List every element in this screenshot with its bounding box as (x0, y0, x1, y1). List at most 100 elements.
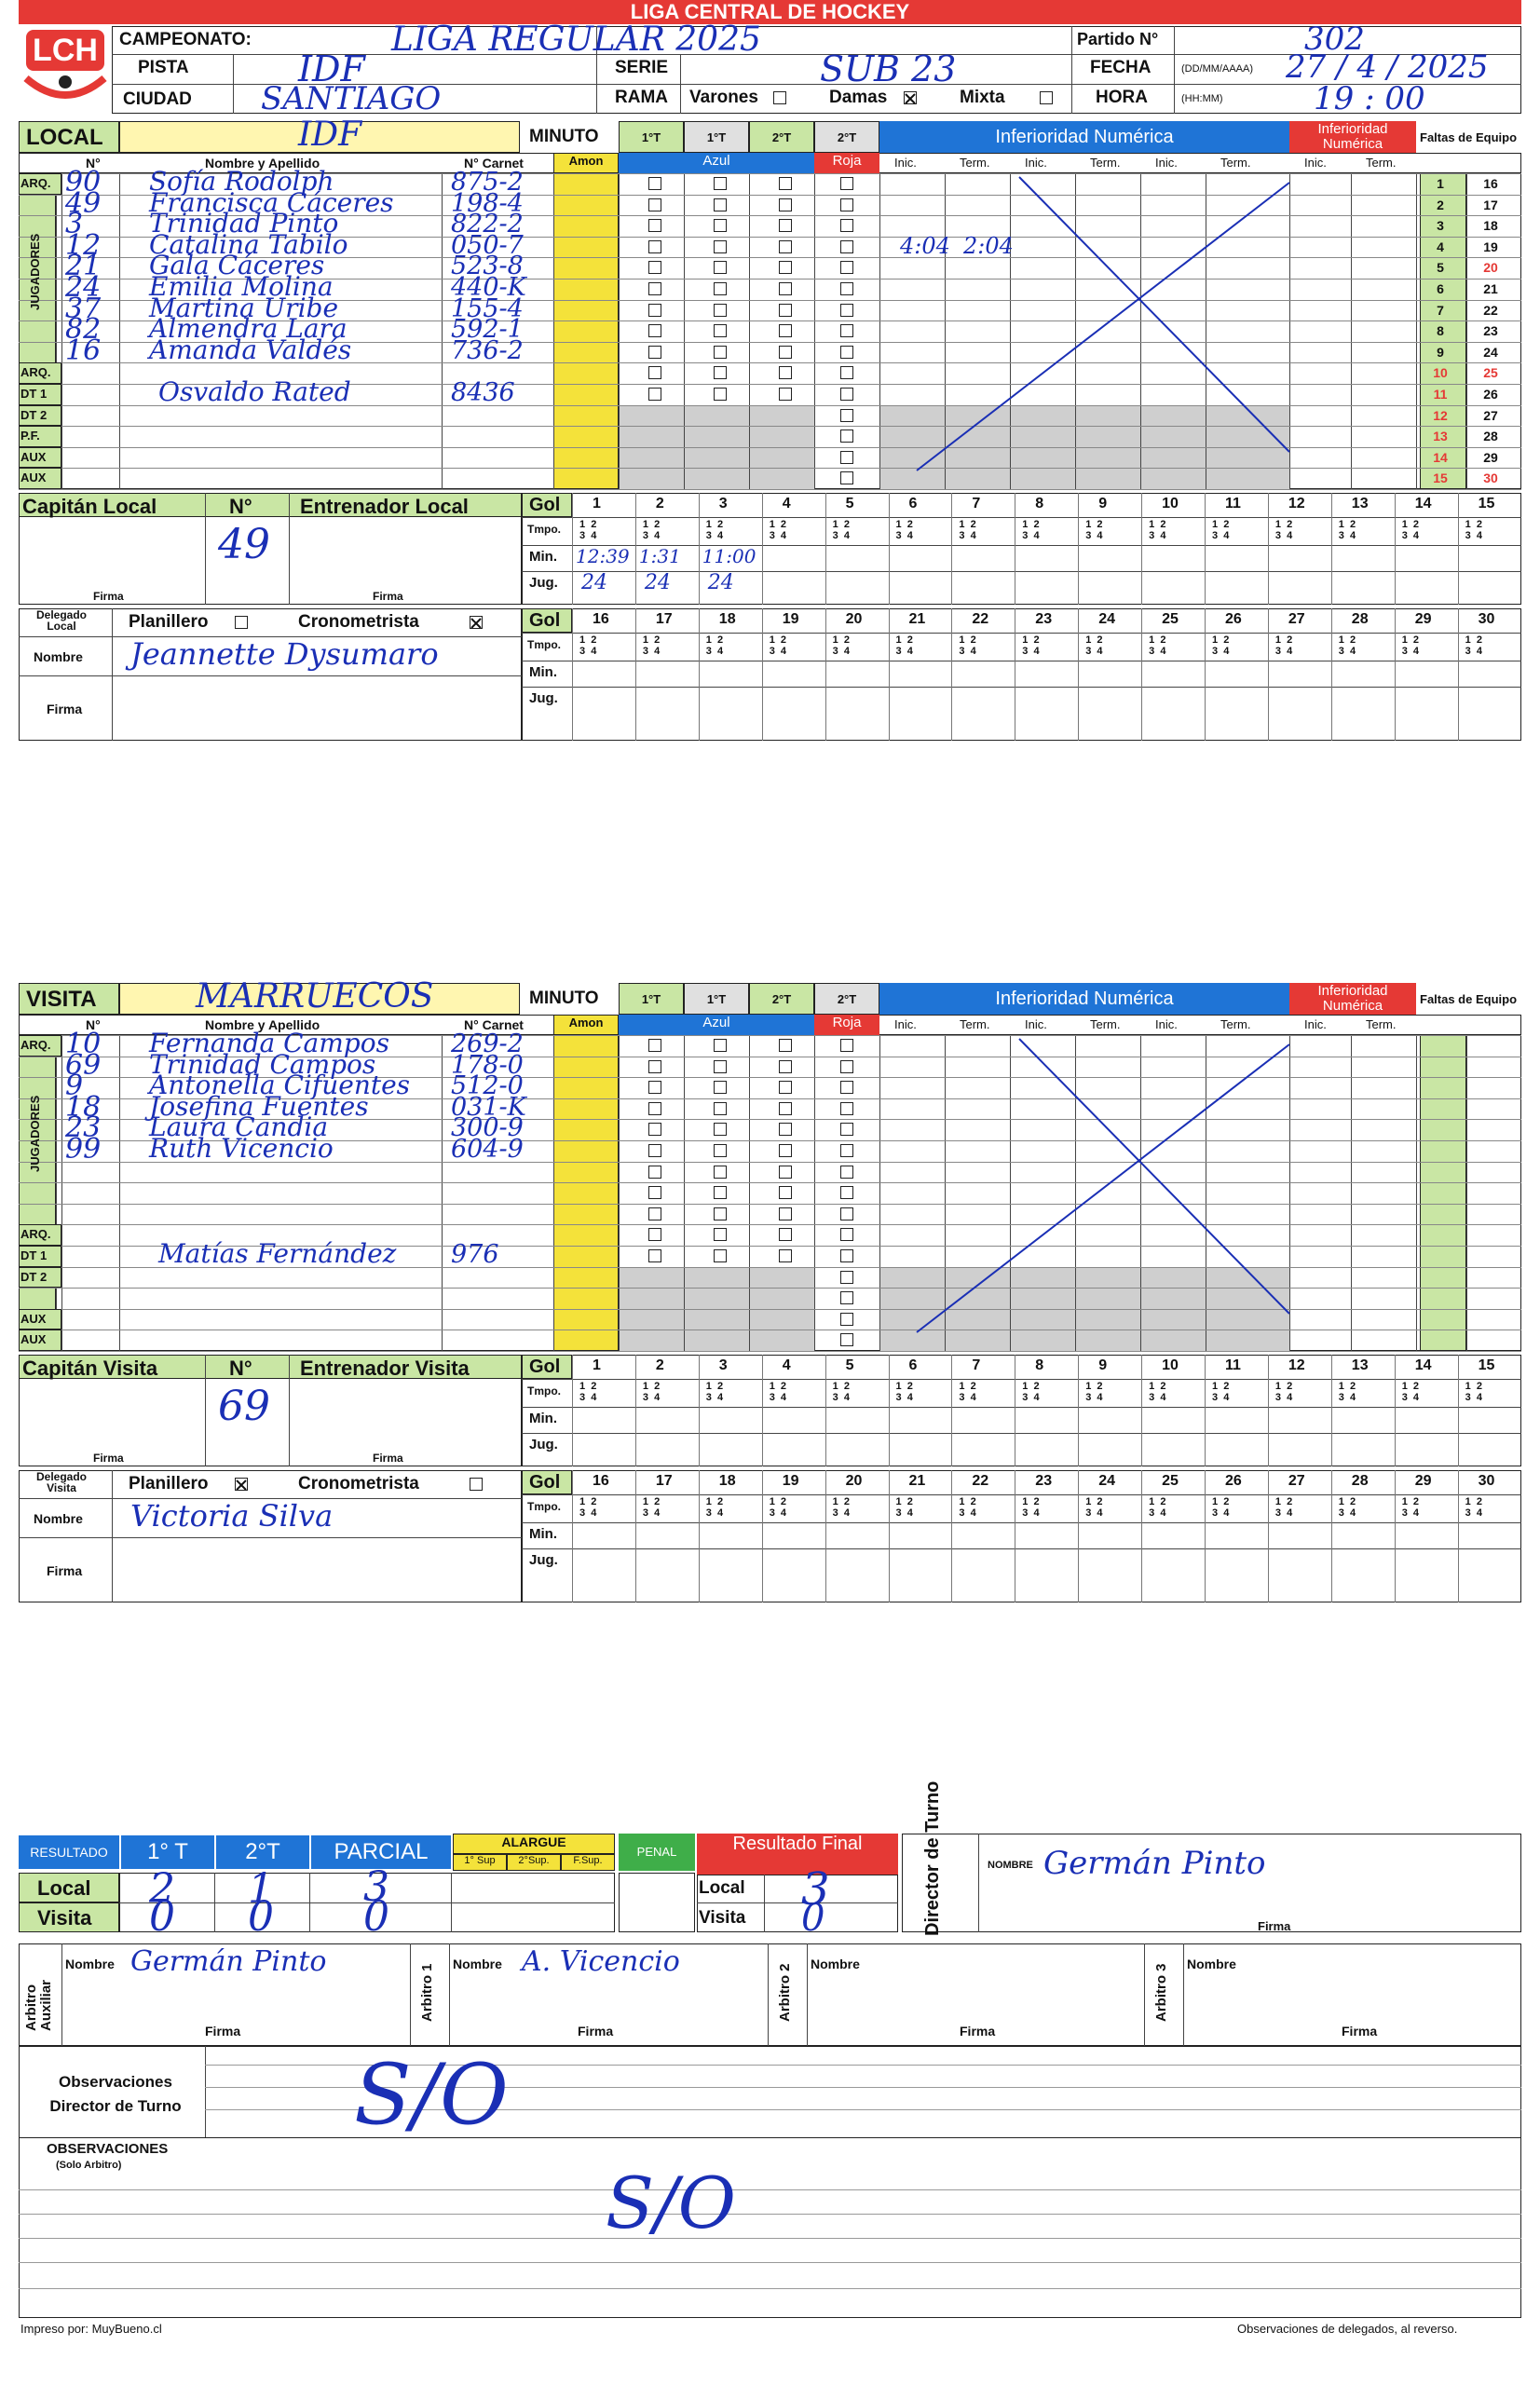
visita-card-checkbox[interactable] (714, 1186, 727, 1200)
visita-card-checkbox[interactable] (648, 1165, 661, 1179)
visita-card-checkbox[interactable] (648, 1081, 661, 1095)
visita-card-checkbox[interactable] (779, 1059, 792, 1073)
visita-card-checkbox[interactable] (648, 1039, 661, 1052)
mixta-checkbox[interactable] (1040, 91, 1053, 104)
visita-card-checkbox[interactable] (714, 1144, 727, 1157)
visita-card-checkbox[interactable] (779, 1249, 792, 1262)
visita-red-card-checkbox[interactable] (840, 1186, 853, 1200)
visita-planillero-checkbox[interactable] (235, 1478, 248, 1491)
local-red-card-checkbox[interactable] (840, 450, 853, 464)
local-card-checkbox[interactable] (714, 388, 727, 401)
visita-card-checkbox[interactable] (714, 1039, 727, 1052)
local-card-checkbox[interactable] (714, 219, 727, 233)
visita-red-card-checkbox[interactable] (840, 1333, 853, 1347)
visita-red-card-checkbox[interactable] (840, 1249, 853, 1262)
local-red-card-checkbox[interactable] (840, 219, 853, 233)
visita-card-checkbox[interactable] (779, 1228, 792, 1242)
visita-card-checkbox[interactable] (648, 1059, 661, 1073)
local-card-checkbox[interactable] (648, 345, 661, 359)
local-card-checkbox[interactable] (648, 366, 661, 380)
visita-red-card-checkbox[interactable] (840, 1207, 853, 1220)
local-card-checkbox[interactable] (714, 324, 727, 338)
visita-card-checkbox[interactable] (714, 1101, 727, 1115)
visita-card-checkbox[interactable] (648, 1249, 661, 1262)
local-card-checkbox[interactable] (714, 177, 727, 190)
local-card-checkbox[interactable] (648, 239, 661, 253)
local-card-checkbox[interactable] (779, 239, 792, 253)
visita-card-checkbox[interactable] (714, 1165, 727, 1179)
visita-card-checkbox[interactable] (779, 1207, 792, 1220)
local-red-card-checkbox[interactable] (840, 388, 853, 401)
visita-red-card-checkbox[interactable] (840, 1291, 853, 1305)
local-card-checkbox[interactable] (648, 219, 661, 233)
local-card-checkbox[interactable] (648, 303, 661, 317)
visita-card-checkbox[interactable] (779, 1144, 792, 1157)
local-card-checkbox[interactable] (714, 345, 727, 359)
local-red-card-checkbox[interactable] (840, 345, 853, 359)
visita-card-checkbox[interactable] (714, 1228, 727, 1242)
local-card-checkbox[interactable] (714, 239, 727, 253)
visita-card-checkbox[interactable] (779, 1039, 792, 1052)
visita-red-card-checkbox[interactable] (840, 1039, 853, 1052)
local-card-checkbox[interactable] (648, 282, 661, 295)
visita-card-checkbox[interactable] (714, 1081, 727, 1095)
local-card-checkbox[interactable] (648, 177, 661, 190)
visita-red-card-checkbox[interactable] (840, 1270, 853, 1284)
visita-red-card-checkbox[interactable] (840, 1059, 853, 1073)
visita-red-card-checkbox[interactable] (840, 1101, 853, 1115)
visita-red-card-checkbox[interactable] (840, 1228, 853, 1242)
local-red-card-checkbox[interactable] (840, 324, 853, 338)
local-card-checkbox[interactable] (714, 282, 727, 295)
visita-card-checkbox[interactable] (779, 1186, 792, 1200)
visita-cronometrista-checkbox[interactable] (470, 1478, 483, 1491)
visita-card-checkbox[interactable] (714, 1249, 727, 1262)
local-red-card-checkbox[interactable] (840, 177, 853, 190)
visita-card-checkbox[interactable] (648, 1144, 661, 1157)
visita-card-checkbox[interactable] (714, 1207, 727, 1220)
local-card-checkbox[interactable] (648, 198, 661, 211)
local-card-checkbox[interactable] (779, 345, 792, 359)
local-red-card-checkbox[interactable] (840, 198, 853, 211)
local-red-card-checkbox[interactable] (840, 408, 853, 422)
local-card-checkbox[interactable] (779, 219, 792, 233)
visita-card-checkbox[interactable] (714, 1059, 727, 1073)
visita-red-card-checkbox[interactable] (840, 1144, 853, 1157)
local-planillero-checkbox[interactable] (235, 616, 248, 629)
local-card-checkbox[interactable] (779, 366, 792, 380)
damas-checkbox[interactable] (904, 91, 917, 104)
local-red-card-checkbox[interactable] (840, 430, 853, 443)
local-red-card-checkbox[interactable] (840, 261, 853, 275)
local-cronometrista-checkbox[interactable] (470, 616, 483, 629)
local-card-checkbox[interactable] (714, 366, 727, 380)
visita-red-card-checkbox[interactable] (840, 1081, 853, 1095)
visita-card-checkbox[interactable] (779, 1101, 792, 1115)
local-card-checkbox[interactable] (714, 261, 727, 275)
visita-red-card-checkbox[interactable] (840, 1123, 853, 1137)
visita-red-card-checkbox[interactable] (840, 1165, 853, 1179)
visita-card-checkbox[interactable] (779, 1123, 792, 1137)
local-card-checkbox[interactable] (779, 324, 792, 338)
local-red-card-checkbox[interactable] (840, 282, 853, 295)
visita-card-checkbox[interactable] (779, 1081, 792, 1095)
local-card-checkbox[interactable] (714, 198, 727, 211)
visita-card-checkbox[interactable] (714, 1123, 727, 1137)
local-card-checkbox[interactable] (648, 388, 661, 401)
varones-checkbox[interactable] (773, 91, 786, 104)
local-card-checkbox[interactable] (779, 261, 792, 275)
local-card-checkbox[interactable] (779, 198, 792, 211)
local-card-checkbox[interactable] (779, 388, 792, 401)
local-card-checkbox[interactable] (779, 282, 792, 295)
visita-card-checkbox[interactable] (648, 1123, 661, 1137)
visita-card-checkbox[interactable] (648, 1186, 661, 1200)
local-red-card-checkbox[interactable] (840, 366, 853, 380)
local-card-checkbox[interactable] (714, 303, 727, 317)
visita-card-checkbox[interactable] (648, 1228, 661, 1242)
local-card-checkbox[interactable] (779, 177, 792, 190)
local-card-checkbox[interactable] (779, 303, 792, 317)
visita-card-checkbox[interactable] (779, 1165, 792, 1179)
local-red-card-checkbox[interactable] (840, 471, 853, 485)
visita-card-checkbox[interactable] (648, 1101, 661, 1115)
local-card-checkbox[interactable] (648, 261, 661, 275)
visita-card-checkbox[interactable] (648, 1207, 661, 1220)
visita-red-card-checkbox[interactable] (840, 1312, 853, 1326)
